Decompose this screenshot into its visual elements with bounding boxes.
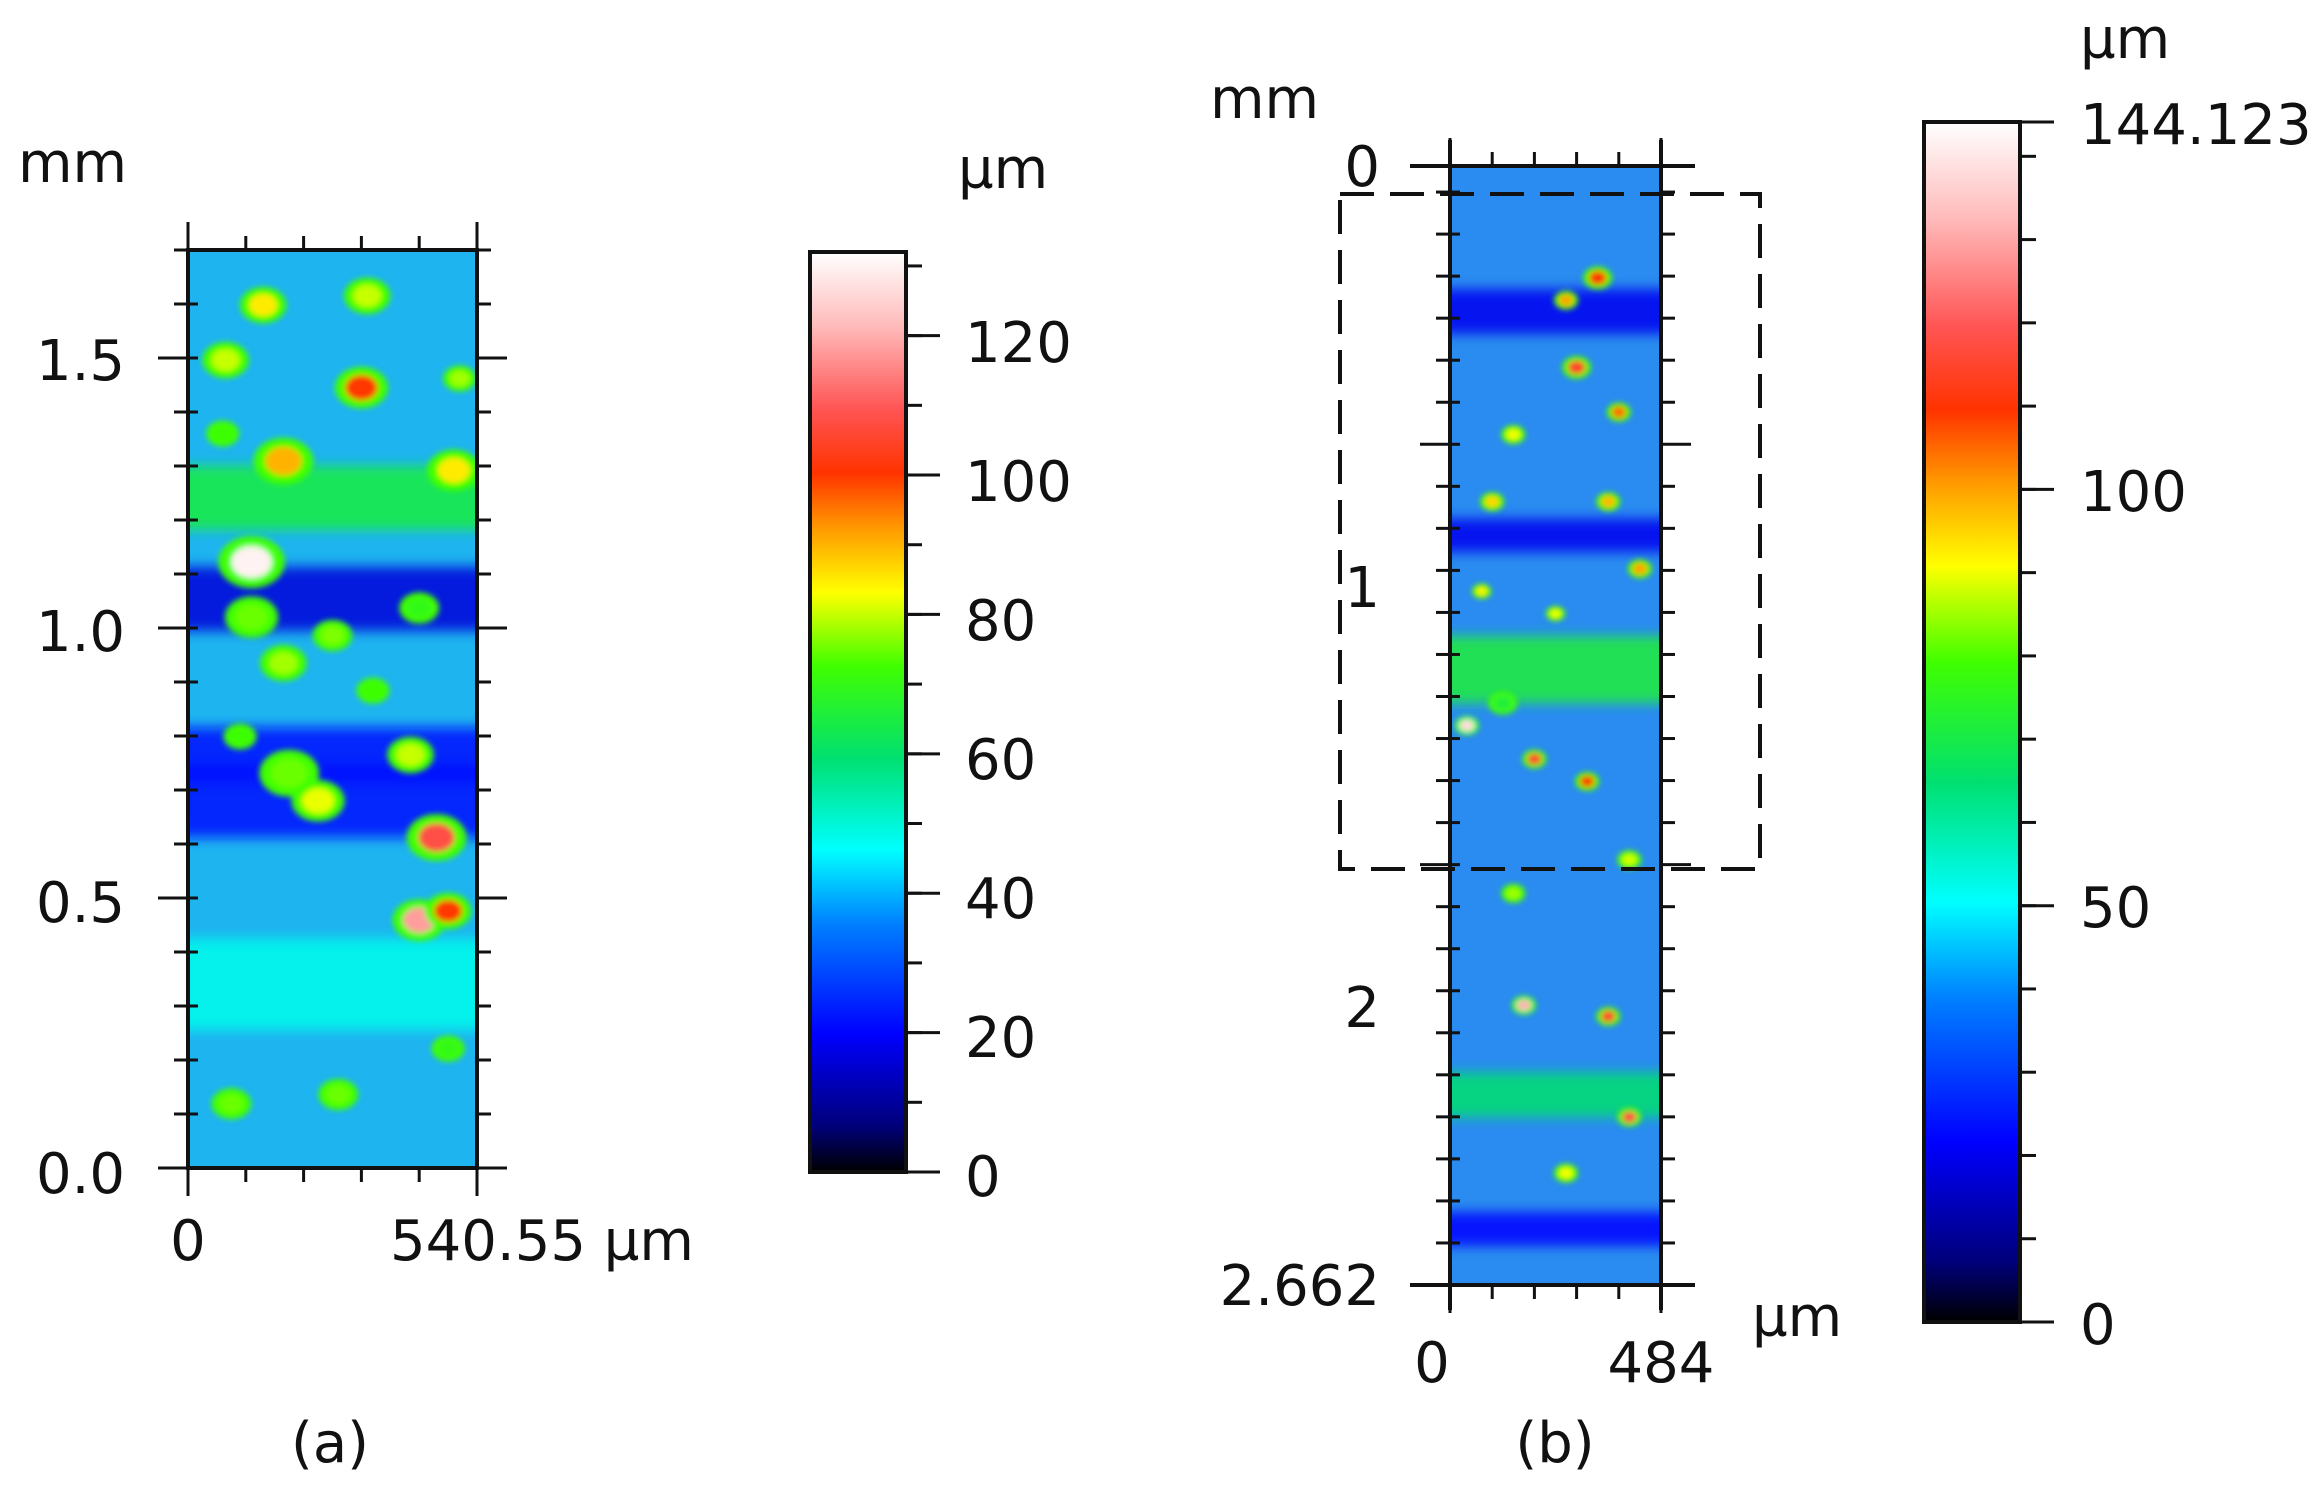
feature-peak: [212, 425, 233, 442]
y-tick-label-b-2: 2: [1344, 976, 1380, 1041]
y-tick-label-a-15: 1.5: [36, 329, 125, 394]
feature-peak: [1549, 608, 1562, 619]
feature-peak: [1567, 360, 1586, 375]
feature-peak: [1505, 428, 1521, 441]
x-unit-label-b: µm: [1752, 1285, 1842, 1350]
height-band: [188, 727, 477, 783]
feature-peak: [1632, 563, 1648, 575]
feature-peak: [1475, 586, 1488, 596]
x-tick-label-b-0: 0: [1414, 1331, 1450, 1396]
x-tick-label-a-0: 0: [170, 1209, 206, 1274]
panel-a-y-unit-label: mm: [18, 131, 127, 196]
y-tick-label-b-0: 0: [1344, 135, 1380, 200]
feature-peak: [345, 374, 378, 401]
feature-peak: [396, 743, 425, 767]
plot-a-frame: [186, 248, 479, 1170]
height-band: [1450, 1212, 1661, 1246]
feature-peak: [1611, 406, 1627, 418]
colorbar-b-tick-max: 144.123: [2080, 93, 2312, 158]
feature-peak: [301, 788, 335, 814]
feature-peak: [229, 728, 251, 745]
feature-peak: [265, 446, 302, 476]
colorbar-a-tick-120: 120: [965, 311, 1072, 376]
feature-peak: [1493, 696, 1512, 711]
colorbar-a-tick-20: 20: [965, 1006, 1036, 1071]
feature-peak: [235, 604, 268, 630]
colorbar-a-tick-40: 40: [965, 867, 1036, 932]
feature-peak: [231, 546, 272, 579]
feature-peak: [219, 1094, 244, 1114]
feature-peak: [1600, 495, 1616, 508]
feature-peak: [1459, 719, 1475, 732]
colorbar-a-tick-60: 60: [965, 728, 1036, 793]
feature-peak: [1516, 999, 1532, 1012]
plot-b-ticks: [1420, 138, 1691, 1313]
colorbar-b-tick-100: 100: [2080, 460, 2187, 525]
y-tick-label-a-00: 0.0: [36, 1142, 125, 1207]
feature-peak: [1484, 495, 1500, 508]
feature-peak: [407, 598, 432, 618]
heatmap-b-bands: [1450, 289, 1661, 1246]
y-tick-label-a-05: 0.5: [36, 871, 125, 936]
feature-peak: [1527, 753, 1542, 765]
feature-peak: [1558, 1167, 1574, 1179]
region-of-interest-box: [1338, 192, 1762, 871]
feature-peak: [269, 651, 298, 675]
heatmap-b-features: [1454, 266, 1653, 1183]
height-band: [1450, 518, 1661, 553]
height-band: [1450, 1072, 1661, 1118]
colorbar-a-tick-0: 0: [965, 1145, 1001, 1210]
feature-peak: [353, 284, 382, 308]
feature-peak: [1588, 270, 1607, 285]
y-tick-label-b-max: 2.662: [1220, 1254, 1380, 1319]
panel-b-y-unit-label: mm: [1210, 67, 1319, 132]
feature-peak: [1558, 294, 1574, 307]
feature-peak: [1505, 887, 1521, 900]
feature-peak: [418, 823, 455, 852]
colorbar-b-tick-0: 0: [2080, 1293, 2116, 1358]
plot-a-ticks: [158, 222, 507, 1196]
colorbar-a-ticks: [906, 264, 940, 1174]
feature-peak: [248, 293, 278, 317]
height-band: [1450, 635, 1661, 704]
colorbar-a-unit-label: µm: [958, 137, 1048, 202]
panel-b-label: (b): [1515, 1411, 1594, 1476]
feature-peak: [362, 682, 384, 699]
colorbar-b: [1922, 120, 2022, 1324]
panel-a: mm 1.5 1.0 0.5 0.0 0 540.55 µm (a) µm 12…: [18, 131, 1072, 1476]
panel-a-label: (a): [291, 1411, 369, 1476]
feature-peak: [437, 457, 471, 484]
feature-peak: [449, 370, 470, 387]
feature-peak: [211, 349, 240, 372]
feature-peak: [320, 626, 345, 646]
heatmap-a-features: [202, 277, 477, 1120]
feature-peak: [326, 1085, 351, 1105]
colorbar-a-tick-100: 100: [965, 450, 1072, 515]
colorbar-b-tick-50: 50: [2080, 876, 2151, 941]
feature-peak: [1579, 775, 1595, 788]
feature-peak: [1600, 1010, 1616, 1023]
feature-peak: [1621, 853, 1637, 866]
x-tick-label-b-max: 484: [1608, 1331, 1715, 1396]
x-tick-label-a-max: 540.55 µm: [390, 1209, 694, 1274]
panel-b: mm 0 1 2 2.662 0 484 µm (b) µm 144.123 1…: [1210, 7, 2312, 1476]
colorbar-b-unit-label: µm: [2080, 7, 2170, 72]
y-tick-label-a-10: 1.0: [36, 600, 125, 665]
feature-peak: [1621, 1111, 1637, 1123]
y-tick-label-b-1: 1: [1344, 556, 1380, 621]
feature-peak: [270, 758, 308, 788]
colorbar-a: [808, 250, 908, 1174]
colorbar-b-ticks: [2020, 120, 2054, 1324]
feature-peak: [433, 899, 463, 923]
colorbar-a-tick-80: 80: [965, 589, 1036, 654]
feature-peak: [437, 1040, 459, 1057]
height-band: [188, 938, 477, 1031]
